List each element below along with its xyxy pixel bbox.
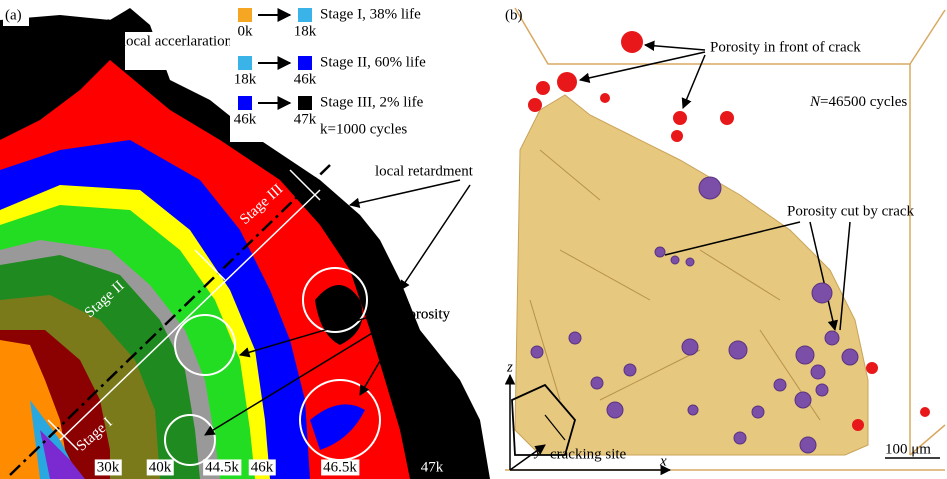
pore-cut	[590, 376, 604, 390]
pore-cut	[606, 401, 624, 419]
label-bg	[203, 459, 242, 476]
label-bg	[418, 459, 446, 476]
pore-front	[621, 31, 643, 53]
label-bg	[248, 459, 276, 476]
legend-from: 18k	[234, 71, 257, 87]
legend-from: 0k	[238, 23, 254, 39]
pore-cut	[687, 404, 699, 416]
legend-note: k=1000 cycles	[320, 121, 407, 137]
panel-label: (b)	[505, 7, 523, 23]
contour-label: 40k	[149, 459, 172, 475]
legend-to: 18k	[294, 23, 317, 39]
pore-cut	[654, 246, 666, 258]
annotation: local accerlaration	[122, 33, 233, 49]
pore-cut	[841, 348, 859, 366]
pore-cut	[794, 391, 812, 409]
legend-to: 46k	[294, 71, 317, 87]
pore-cut	[810, 364, 826, 380]
label-bg	[94, 459, 122, 476]
annotation: Porosity cut by crack	[787, 203, 915, 219]
contour-label: 46.5k	[323, 459, 357, 475]
label-bg	[3, 6, 29, 26]
pore-cut	[568, 331, 582, 345]
contour-label: 47k	[421, 459, 444, 475]
pore-front	[528, 98, 542, 112]
pore-front	[671, 130, 683, 142]
annotation: local retardment	[375, 163, 474, 179]
label-bg	[321, 459, 360, 476]
cycles-symbol: N	[809, 94, 821, 110]
pore-cut	[685, 257, 695, 267]
pore-front	[673, 111, 687, 125]
pore-cut	[773, 378, 787, 392]
cycles-text: =46500 cycles	[820, 94, 907, 110]
label-bg	[146, 459, 174, 476]
axis-label: y	[533, 443, 542, 459]
legend-text: Stage II, 60% life	[320, 54, 426, 70]
annotation: Porosity	[400, 306, 451, 322]
pore-cut	[530, 345, 544, 359]
pore-front	[852, 419, 864, 431]
crack-3d-view	[498, 0, 947, 479]
pore-cut	[670, 255, 680, 265]
pore-front	[720, 111, 734, 125]
pore-cut	[795, 345, 815, 365]
pore-front	[557, 72, 577, 92]
pore-cut	[751, 405, 765, 419]
pore-cut	[681, 338, 699, 356]
legend-text: Stage I, 38% life	[320, 6, 421, 22]
legend-to: 47k	[294, 111, 317, 127]
pore-front	[536, 81, 550, 95]
pore-front	[866, 362, 878, 374]
panel-label: (a)	[5, 7, 22, 23]
pore-front	[920, 407, 930, 417]
pore-cut	[815, 383, 829, 397]
annotation: cracking site	[550, 446, 627, 462]
pore-cut	[799, 436, 817, 454]
pore-cut	[728, 340, 748, 360]
label-bg	[125, 32, 230, 70]
legend	[230, 4, 490, 142]
annotation: Porosity in front of crack	[710, 39, 861, 55]
axis-label: x	[659, 453, 667, 469]
crack-front-map	[0, 8, 490, 479]
legend-text: Stage III, 2% life	[320, 94, 424, 110]
pore-cut	[623, 363, 637, 377]
pore-front	[600, 93, 610, 103]
pore-cut	[733, 431, 747, 445]
pore-cut	[811, 282, 833, 304]
contour-label: 46k	[251, 459, 274, 475]
contour-label: 30k	[97, 459, 120, 475]
pore-cut	[824, 330, 840, 346]
contour-label: 44.5k	[205, 459, 239, 475]
cycles-label: N=46500 cycles	[809, 94, 907, 110]
axis-label: z	[506, 359, 513, 375]
annotation: Porosity	[400, 306, 451, 322]
pore-cut	[698, 176, 722, 200]
scale-bar-label: 100 μm	[885, 441, 931, 457]
legend-from: 46k	[234, 111, 257, 127]
